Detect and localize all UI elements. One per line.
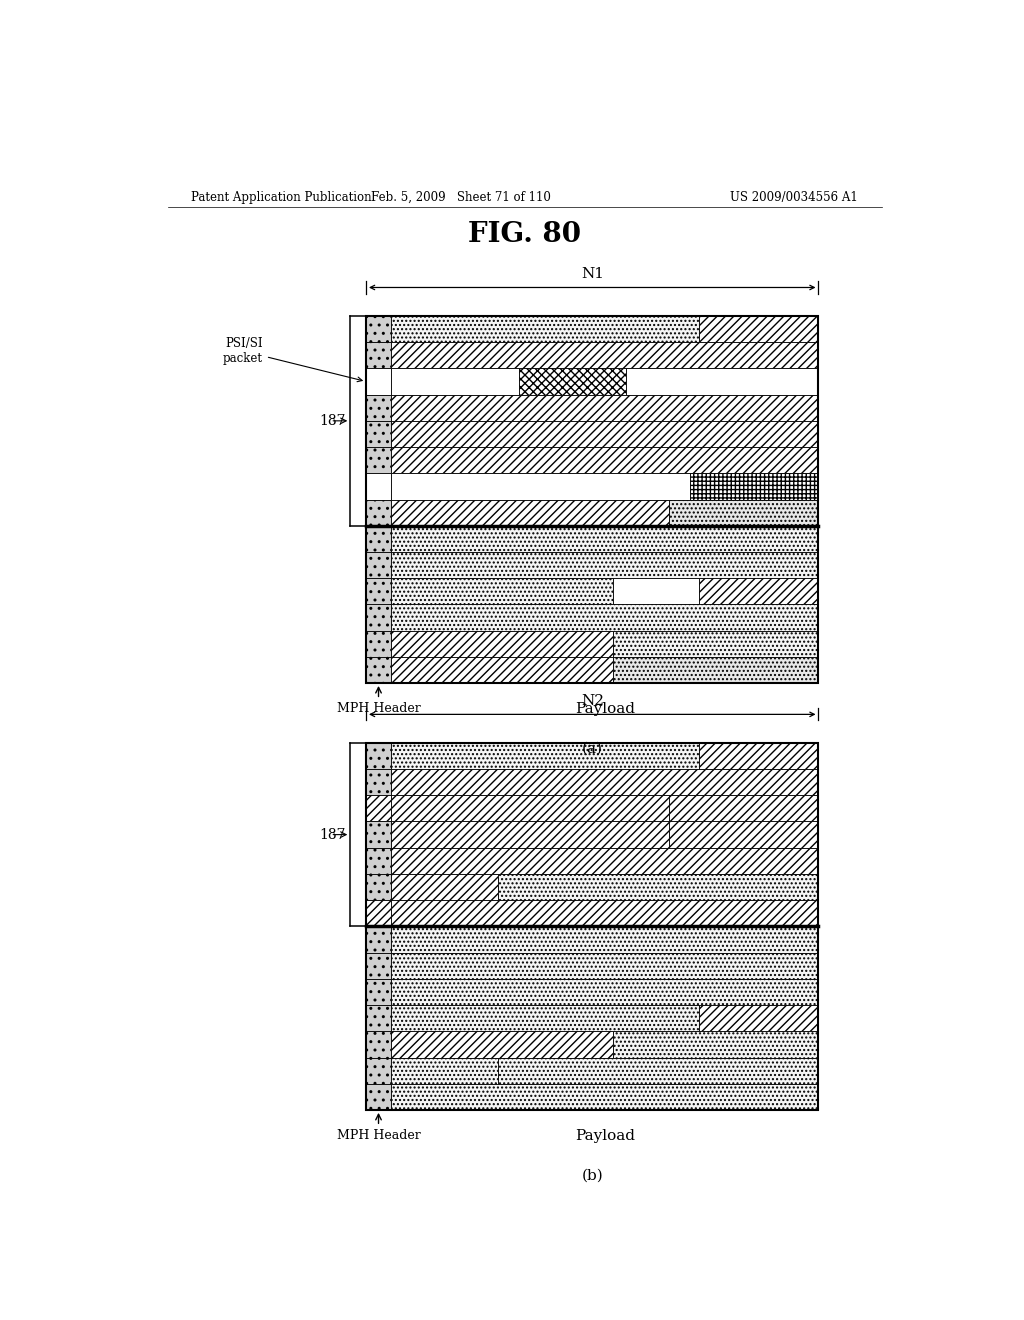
Bar (367, 927, 391, 953)
Text: (b): (b) (582, 1170, 603, 1183)
Bar (391, 743, 698, 770)
Bar (391, 979, 818, 1005)
Bar (391, 847, 818, 874)
Bar (391, 315, 698, 342)
Bar (391, 342, 818, 368)
Bar (519, 368, 626, 395)
Bar (613, 657, 818, 682)
Bar (391, 368, 519, 395)
Text: Patent Application Publication: Patent Application Publication (191, 190, 372, 203)
Bar (367, 395, 391, 421)
Bar (367, 552, 391, 578)
Text: MPH Header: MPH Header (337, 702, 421, 715)
Bar (367, 1084, 391, 1110)
Bar (367, 315, 818, 682)
Bar (391, 1057, 498, 1084)
Bar (391, 927, 818, 953)
Bar (626, 368, 818, 395)
Text: N2: N2 (581, 694, 604, 709)
Bar (367, 342, 391, 368)
Text: N1: N1 (581, 268, 604, 281)
Bar (391, 953, 818, 979)
Bar (367, 315, 391, 342)
Text: (a): (a) (582, 742, 603, 756)
Text: US 2009/0034556 A1: US 2009/0034556 A1 (730, 190, 858, 203)
Bar (367, 847, 391, 874)
Bar (391, 900, 818, 927)
Bar (391, 1031, 613, 1057)
Bar (391, 795, 669, 821)
Bar (367, 447, 391, 474)
Bar (367, 631, 391, 657)
Bar (391, 631, 613, 657)
Bar (367, 368, 391, 395)
Bar (391, 395, 818, 421)
Bar (367, 1005, 391, 1031)
Bar (613, 631, 818, 657)
Bar (391, 552, 818, 578)
Bar (367, 525, 391, 552)
Bar (367, 499, 391, 525)
Bar (498, 1057, 818, 1084)
Bar (367, 743, 818, 1110)
Bar (391, 421, 818, 447)
Bar (367, 657, 391, 682)
Bar (391, 1084, 818, 1110)
Text: MPH Header: MPH Header (337, 1130, 421, 1142)
Bar (367, 1057, 391, 1084)
Bar (391, 578, 613, 605)
Bar (669, 795, 818, 821)
Bar (367, 821, 391, 847)
Bar (367, 795, 391, 821)
Bar (391, 874, 498, 900)
Bar (690, 474, 818, 499)
Bar (367, 1031, 391, 1057)
Text: FIG. 80: FIG. 80 (468, 222, 582, 248)
Bar (367, 474, 391, 499)
Bar (367, 770, 391, 795)
Bar (391, 657, 613, 682)
Bar (367, 743, 391, 770)
Bar (698, 578, 818, 605)
Bar (698, 1005, 818, 1031)
Bar (669, 499, 818, 525)
Bar (698, 743, 818, 770)
Bar (613, 578, 698, 605)
Bar (669, 821, 818, 847)
Text: 187: 187 (319, 414, 346, 428)
Bar (391, 770, 818, 795)
Bar (391, 821, 669, 847)
Bar (367, 900, 391, 927)
Bar (391, 605, 818, 631)
Bar (391, 474, 690, 499)
Bar (613, 1031, 818, 1057)
Text: Payload: Payload (574, 1130, 635, 1143)
Bar (391, 447, 818, 474)
Bar (391, 499, 669, 525)
Bar (367, 874, 391, 900)
Text: 187: 187 (319, 828, 346, 842)
Bar (698, 315, 818, 342)
Bar (367, 421, 391, 447)
Bar (498, 874, 818, 900)
Bar (391, 1005, 698, 1031)
Bar (367, 953, 391, 979)
Text: PSI/SI
packet: PSI/SI packet (223, 337, 362, 381)
Bar (391, 525, 818, 552)
Bar (367, 979, 391, 1005)
Text: Feb. 5, 2009   Sheet 71 of 110: Feb. 5, 2009 Sheet 71 of 110 (372, 190, 551, 203)
Text: Payload: Payload (574, 702, 635, 717)
Bar (367, 605, 391, 631)
Bar (367, 578, 391, 605)
